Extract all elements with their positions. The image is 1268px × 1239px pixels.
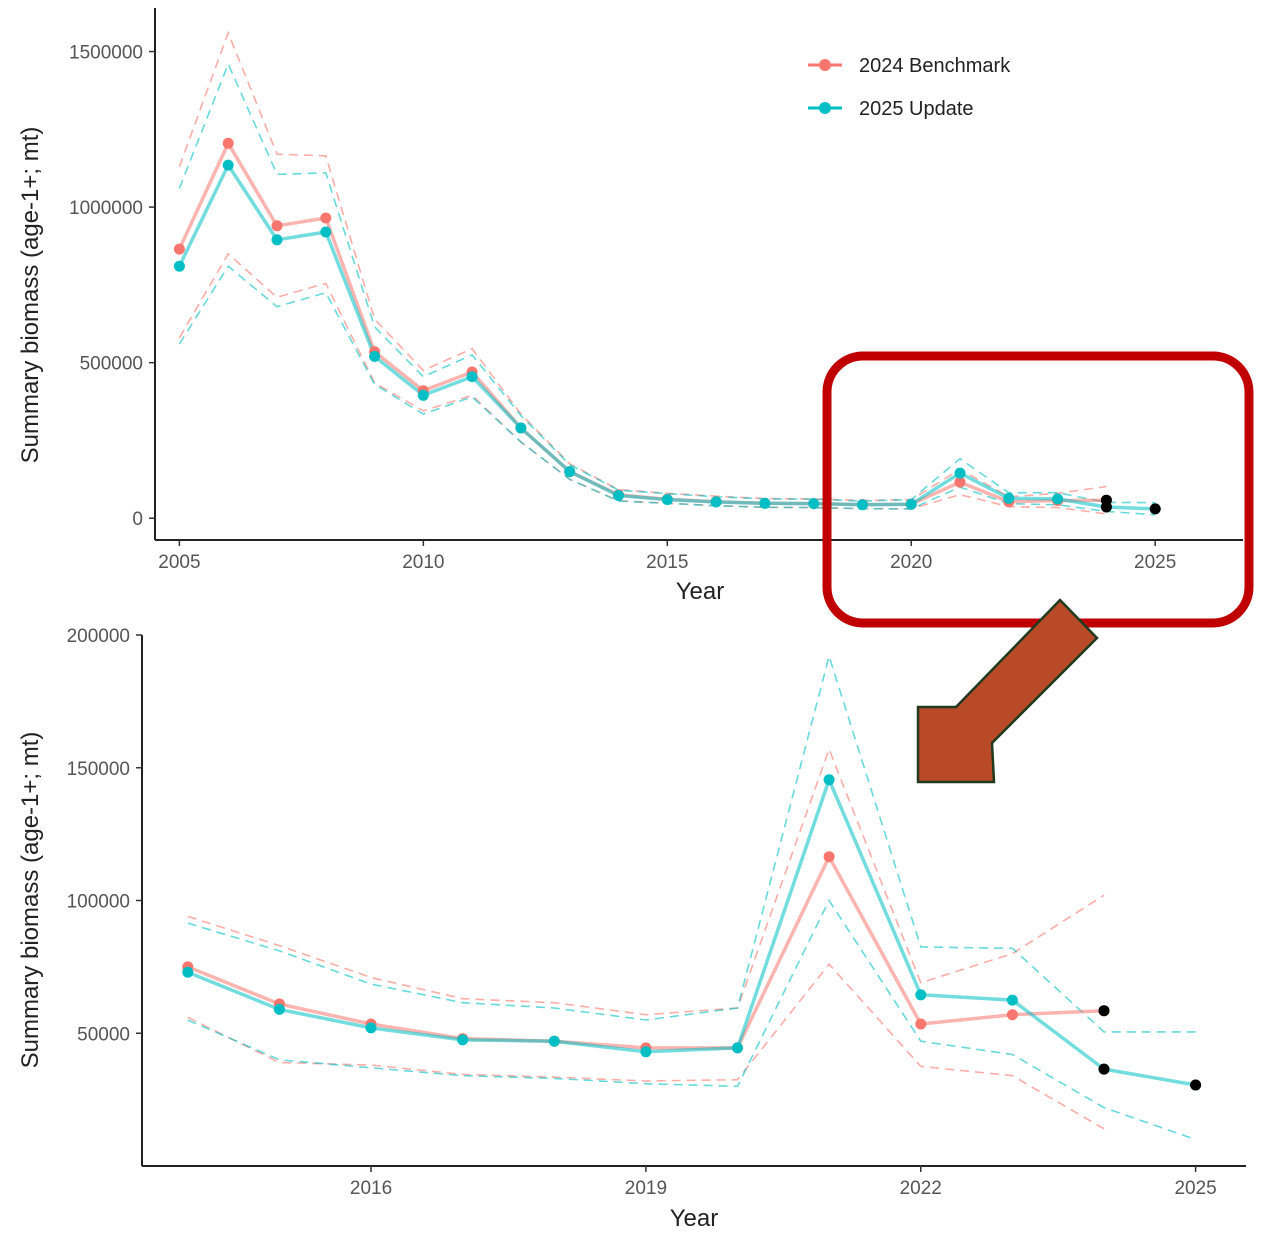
bottom-chart-series-1-lower-bound — [187, 898, 1196, 1141]
bottom-chart-series-0-upper-bound — [187, 746, 1105, 1016]
top-chart-x-tick-label: 2010 — [402, 552, 444, 573]
top-chart-series-1-point — [710, 496, 722, 508]
top-chart-series-0-point — [222, 137, 234, 149]
bottom-chart-x-tick-label: 2019 — [625, 1178, 667, 1199]
bottom-chart-series-points — [182, 774, 1202, 1091]
top-chart-x-tick-label: 2015 — [646, 552, 688, 573]
top-chart-axes: 2005 2010 2015 2020 2025 0 500000 1000000 150000… — [69, 8, 1243, 573]
highlight-box — [822, 351, 1254, 628]
top-chart-series-0-line — [177, 141, 1107, 507]
top-chart: 2005 2010 2015 2020 2025 0 500000 1000000 150000… — [17, 8, 1243, 605]
bottom-chart-x-tick-label: 2025 — [1174, 1178, 1216, 1199]
top-chart-x-axis-title: Year — [676, 578, 725, 605]
bottom-chart-series-1-point — [182, 966, 194, 978]
top-chart-series-1-point — [271, 234, 283, 246]
bottom-chart-terminal-point — [1098, 1005, 1110, 1017]
bottom-chart-series-0-point — [915, 1018, 927, 1030]
top-chart-x-tick-label: 2020 — [890, 552, 932, 573]
top-chart-y-tick-label: 1500000 — [69, 43, 143, 64]
bottom-chart-y-axis-title: Summary biomass (age-1+; mt) — [17, 732, 44, 1069]
bottom-chart-terminal-point — [1098, 1063, 1110, 1075]
bottom-chart-series-0-lower-bound — [187, 962, 1105, 1130]
top-chart-series-points — [173, 137, 1161, 515]
bottom-chart-y-tick-label: 150000 — [67, 759, 130, 780]
bottom-chart-series-1-point — [640, 1046, 652, 1058]
bottom-chart-series-0-point — [823, 851, 835, 863]
bottom-chart-axes: 2016 2019 2022 2025 50000 100000 150000 200000 — [67, 626, 1246, 1199]
legend-benchmark-marker — [819, 59, 831, 71]
legend-update-label: 2025 Update — [859, 98, 974, 120]
top-chart-series-1-point — [515, 422, 527, 434]
bottom-chart-series-1-point — [1006, 994, 1018, 1006]
bottom-chart-x-tick-label: 2022 — [900, 1178, 942, 1199]
top-chart-series-1-point — [954, 467, 966, 479]
legend-update-marker — [819, 102, 831, 114]
top-chart-series-1-point — [1052, 493, 1064, 505]
bottom-chart-x-tick-label: 2016 — [350, 1178, 392, 1199]
bottom-chart-series-1-point — [457, 1034, 469, 1046]
bottom-chart-y-tick-label: 200000 — [67, 626, 130, 647]
top-chart-confidence-intervals — [178, 30, 1156, 516]
top-chart-series-1-point — [613, 490, 624, 501]
bottom-chart-terminal-point — [1190, 1079, 1202, 1091]
legend: 2024 Benchmark 2025 Update — [808, 55, 1011, 120]
bottom-chart-series-1-upper-bound — [187, 653, 1196, 1033]
down-left-arrow-icon — [916, 598, 1099, 784]
top-chart-series-1-point — [759, 497, 771, 509]
top-chart-series-0-point — [173, 243, 185, 255]
bottom-chart-series-1-point — [273, 1003, 285, 1015]
top-chart-x-tick-label: 2005 — [158, 552, 200, 573]
top-chart-series-1-point — [661, 494, 673, 506]
top-chart-series-0-lower-bound — [178, 252, 1107, 515]
top-chart-series-0-point — [271, 220, 283, 232]
bottom-chart-series-1-point — [823, 774, 835, 786]
top-chart-series-1-point — [1003, 492, 1015, 504]
bottom-chart-series-1-point — [915, 989, 927, 1001]
top-chart-series-1-point — [808, 498, 820, 510]
top-chart-series-1-point — [222, 159, 234, 171]
top-chart-series-1-upper-bound — [178, 61, 1156, 504]
top-chart-y-tick-label: 0 — [132, 509, 143, 530]
top-chart-y-tick-label: 500000 — [80, 354, 143, 375]
top-chart-series-1-point — [905, 498, 917, 510]
top-chart-series-0-point — [320, 212, 332, 224]
top-chart-series-1-point — [564, 466, 576, 478]
top-chart-y-axis-title: Summary biomass (age-1+; mt) — [17, 127, 44, 464]
bottom-chart-x-axis-title: Year — [670, 1205, 719, 1232]
bottom-chart: 2016 2019 2022 202550000100000150000200000 … — [17, 626, 1246, 1232]
top-chart-series-1-point — [417, 389, 429, 401]
top-chart-series-lines — [177, 141, 1156, 511]
legend-benchmark-label: 2024 Benchmark — [859, 55, 1011, 77]
bottom-chart-series-1-point — [548, 1035, 560, 1047]
bottom-chart-series-1-point — [365, 1022, 377, 1034]
bottom-chart-series-1-line — [187, 777, 1196, 1087]
top-chart-x-tick-label: 2025 — [1134, 552, 1176, 573]
bottom-chart-y-tick-label: 100000 — [67, 892, 130, 913]
bottom-chart-confidence-intervals — [187, 653, 1196, 1141]
top-chart-terminal-point — [1149, 503, 1161, 515]
top-chart-terminal-point — [1100, 501, 1112, 513]
top-chart-series-1-lower-bound — [178, 265, 1156, 516]
top-chart-series-0-point — [954, 476, 966, 488]
top-chart-series-1-point — [856, 499, 868, 511]
bottom-chart-y-tick-label: 50000 — [77, 1024, 130, 1045]
top-chart-y-tick-label: 1000000 — [69, 198, 143, 219]
top-chart-series-1-point — [173, 260, 185, 272]
bottom-chart-series-0-point — [1006, 1009, 1018, 1021]
top-chart-series-1-point — [369, 350, 381, 362]
bottom-chart-series-1-point — [732, 1042, 743, 1054]
top-chart-series-1-point — [320, 226, 332, 238]
top-chart-series-1-point — [466, 371, 478, 383]
